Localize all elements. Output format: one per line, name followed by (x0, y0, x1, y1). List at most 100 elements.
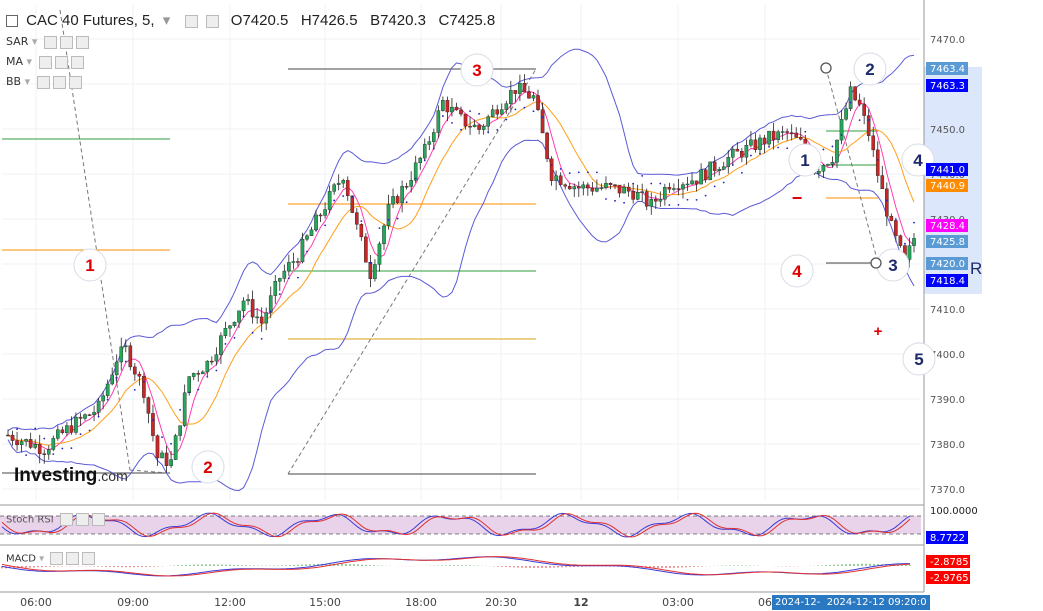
candle-body (101, 395, 105, 402)
gear-icon[interactable] (54, 55, 68, 69)
candle-body (567, 185, 572, 190)
collapse-icon[interactable] (6, 15, 18, 28)
sar-dot (70, 447, 73, 450)
sar-dot (414, 177, 417, 180)
candle-body (228, 325, 232, 329)
dropdown-icon[interactable]: ▾ (162, 12, 171, 29)
price-label-bg (926, 257, 968, 270)
eye-icon[interactable] (36, 75, 50, 89)
x-tick-label: 12:00 (214, 596, 246, 609)
sar-dots (16, 101, 915, 456)
x-tick-label: 12 (573, 596, 588, 609)
sar-dot (278, 293, 281, 296)
stoch-value-bg (926, 531, 968, 544)
candle-body (191, 373, 196, 377)
bollinger-bands (7, 48, 915, 492)
candle-body (382, 225, 386, 245)
close-icon[interactable] (82, 552, 96, 565)
candle-body (309, 229, 314, 236)
dropdown-icon[interactable]: ▾ (31, 35, 38, 48)
dropdown-icon[interactable]: ▾ (24, 75, 31, 88)
candle-body (422, 144, 427, 159)
sar-dot (34, 427, 37, 430)
candle-body (19, 441, 24, 446)
candle-body (386, 203, 391, 227)
candle-body (527, 91, 531, 99)
sar-dot (224, 343, 227, 345)
wave-label-circle (853, 52, 887, 86)
macd-value-bg (926, 571, 970, 584)
candle-body (563, 184, 567, 187)
candle-body (413, 162, 418, 181)
gear-icon[interactable] (52, 75, 66, 89)
bb-lower-line (7, 139, 915, 492)
sar-dot (614, 199, 616, 202)
sar-dot (333, 199, 336, 202)
candle-body (667, 187, 672, 190)
x-tick-label: 18:00 (405, 596, 437, 609)
price-label: 7425.8 (930, 237, 965, 248)
close-icon[interactable] (70, 55, 84, 69)
dropdown-icon[interactable]: ▾ (26, 55, 33, 68)
candle-body (255, 316, 259, 319)
sar-dot (840, 134, 843, 136)
sar-dot (478, 112, 481, 115)
price-label-bg (926, 163, 968, 176)
candle-body (355, 212, 359, 225)
gear-icon[interactable] (75, 513, 89, 526)
sar-dot (650, 182, 653, 185)
ohlc-high: H7426.5 (300, 12, 358, 29)
eye-icon[interactable] (59, 513, 73, 526)
candle-body (246, 299, 250, 302)
candle-body (885, 188, 889, 217)
candle-body (110, 374, 114, 385)
ohlc-bid: B7420.3 (370, 12, 426, 29)
indicator-sar[interactable]: SAR ▾ (6, 35, 89, 49)
wave-label-circle (902, 342, 936, 376)
indicator-bb[interactable]: BB ▾ (6, 75, 82, 89)
candle-body (576, 186, 581, 189)
settings-icon[interactable] (185, 14, 199, 28)
y-tick-label: 7380.0 (930, 440, 965, 451)
eye-icon[interactable] (38, 55, 52, 69)
minus-marker: − (792, 188, 803, 208)
sar-dot (904, 242, 906, 245)
eye-icon[interactable] (50, 552, 64, 565)
candle-body (540, 109, 545, 134)
sar-dot (532, 110, 535, 113)
dropdown-icon[interactable]: ▾ (39, 553, 45, 565)
candle-body (454, 106, 459, 111)
sar-dot (115, 376, 118, 379)
candle-body (848, 86, 853, 109)
ma-slow-line (7, 100, 915, 446)
candle-body (898, 235, 903, 246)
price-label-bg (926, 219, 968, 232)
candle-body (817, 171, 821, 174)
indicator-ma[interactable]: MA ▾ (6, 55, 84, 69)
candle-body (119, 346, 124, 363)
candle-body (780, 131, 785, 133)
wave-label: 2 (865, 60, 874, 79)
eye-icon[interactable] (43, 35, 57, 49)
candle-body (33, 444, 37, 448)
anchor-point (870, 257, 882, 269)
candle-body (395, 196, 400, 204)
gear-icon[interactable] (66, 552, 80, 565)
candle-body (259, 316, 264, 324)
candle-body (518, 82, 522, 94)
candle-body (178, 425, 182, 436)
close-icon[interactable] (75, 35, 89, 49)
candle-body (826, 164, 830, 166)
close-icon[interactable] (91, 513, 105, 526)
candle-body (114, 361, 119, 376)
gear-icon[interactable] (59, 35, 73, 49)
sar-dot (568, 172, 571, 175)
candle-body (287, 262, 291, 272)
x-tick-label: 15:00 (309, 596, 341, 609)
close-icon[interactable] (68, 75, 82, 89)
candle-body (771, 130, 776, 140)
candle-body (731, 148, 735, 158)
candle-body (613, 184, 617, 186)
gear-icon[interactable] (205, 14, 219, 28)
candle-body (635, 192, 640, 200)
